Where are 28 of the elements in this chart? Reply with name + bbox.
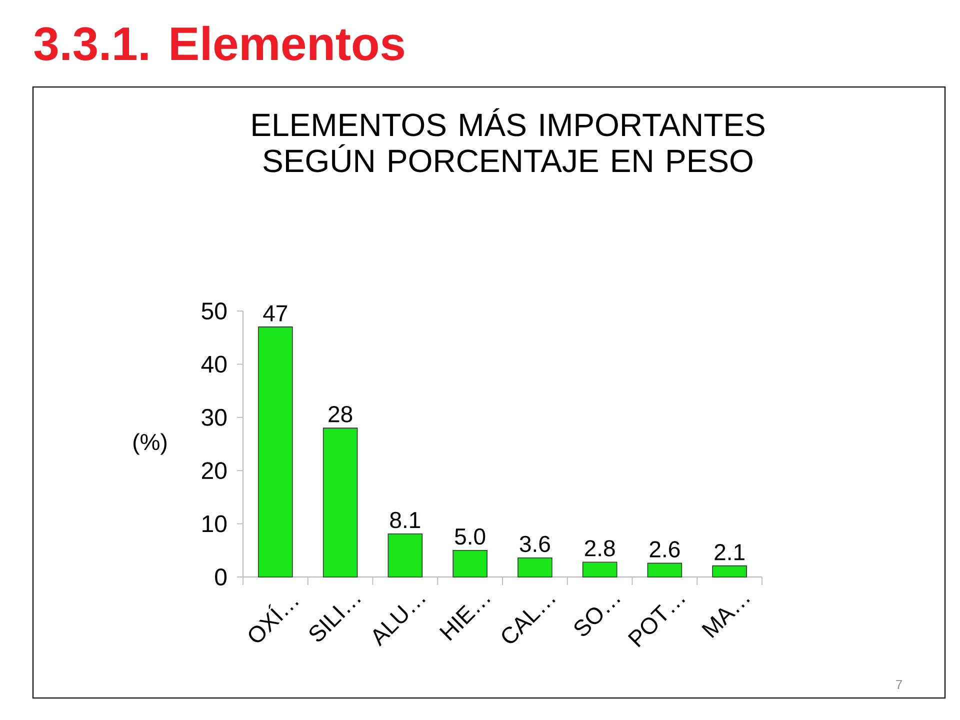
bar bbox=[258, 326, 293, 578]
data-label: 2.6 bbox=[650, 541, 680, 558]
y-tick-label: 50 bbox=[202, 302, 227, 320]
bar bbox=[647, 562, 682, 578]
x-tick-label: SO… bbox=[574, 599, 620, 636]
bar bbox=[388, 534, 423, 578]
data-label: 2.1 bbox=[714, 544, 744, 560]
bar bbox=[518, 557, 552, 578]
data-label: 28 bbox=[328, 406, 352, 422]
data-label: 5.0 bbox=[455, 528, 486, 545]
bar bbox=[452, 550, 488, 578]
text: 7 bbox=[896, 680, 902, 689]
bar bbox=[712, 565, 747, 578]
y-tick-label: 10 bbox=[202, 515, 227, 532]
chart-title: 3.3.1. Elementos bbox=[34, 26, 404, 61]
chart-subtitle: ELEMENTOS MÁS IMPORTANTES SEGÚN PORCENTAJE EN PESO bbox=[252, 108, 764, 172]
y-axis-title: (%) bbox=[134, 433, 166, 455]
data-label: 2.8 bbox=[584, 540, 615, 556]
y-tick-label: 0 bbox=[215, 568, 227, 586]
x-tick-label: MA… bbox=[702, 599, 750, 638]
y-tick-label: 30 bbox=[202, 408, 227, 426]
bar bbox=[582, 562, 618, 578]
y-tick-label: 20 bbox=[202, 462, 227, 480]
data-label: 8.1 bbox=[390, 512, 420, 528]
data-label: 3.6 bbox=[520, 536, 550, 552]
bar bbox=[322, 428, 358, 578]
y-tick-label: 40 bbox=[201, 356, 227, 373]
data-label: 47 bbox=[263, 305, 288, 322]
